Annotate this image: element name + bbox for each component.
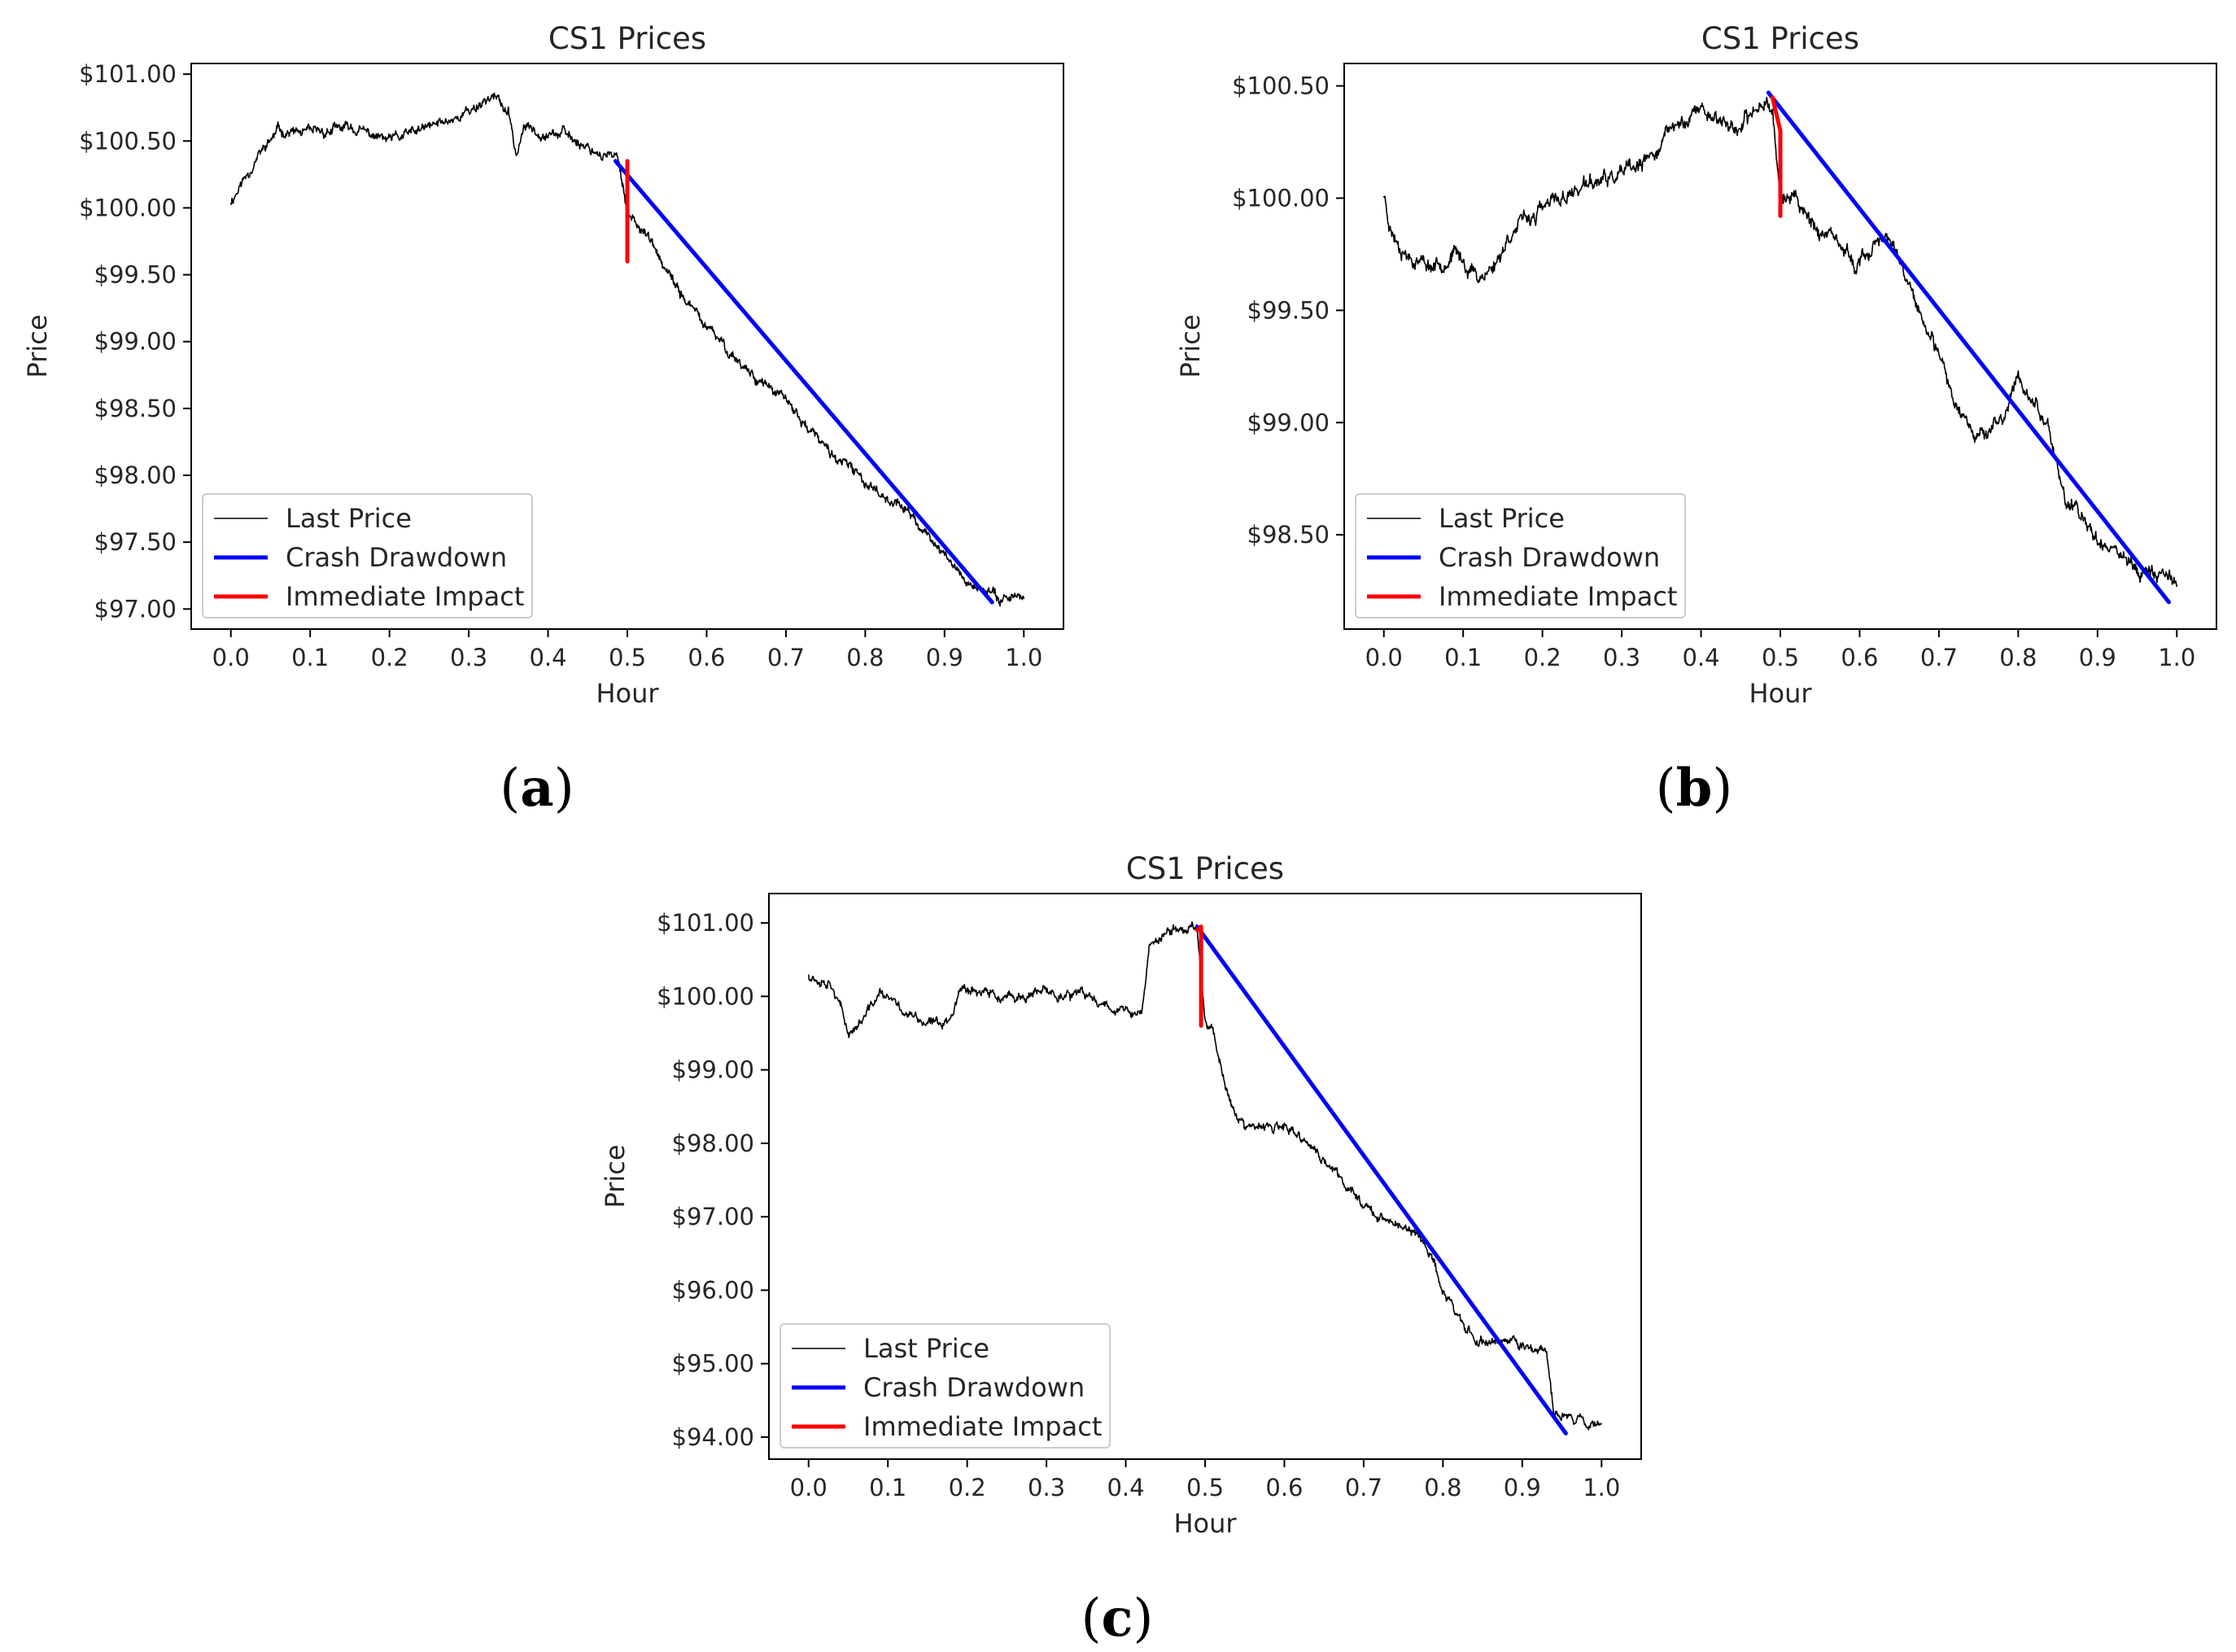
chart-title: CS1 Prices xyxy=(1126,851,1284,886)
legend-entry: Immediate Impact xyxy=(863,1411,1102,1442)
x-tick-label: 0.2 xyxy=(1524,644,1561,671)
x-tick-label: 0.1 xyxy=(291,644,329,671)
x-tick-label: 0.5 xyxy=(1186,1474,1224,1501)
subfigure-caption: (b) xyxy=(1656,758,1733,819)
x-tick-label: 0.8 xyxy=(846,644,884,671)
caption-letter: c xyxy=(1102,1588,1133,1649)
x-tick-label: 0.9 xyxy=(1504,1474,1541,1501)
x-tick-label: 0.3 xyxy=(1028,1474,1065,1501)
x-tick-label: 0.0 xyxy=(212,644,250,671)
series-line-crash-drawdown xyxy=(1766,90,2171,605)
series-line-immediate-impact xyxy=(1194,924,1203,1028)
legend-box xyxy=(780,1323,1111,1449)
y-tick-label: $98.00 xyxy=(672,1130,754,1157)
x-tick-label: 0.5 xyxy=(609,644,646,671)
legend-box xyxy=(202,493,533,618)
legend-entry: Last Price xyxy=(286,503,412,534)
series-line-immediate-impact xyxy=(1770,94,1783,218)
legend: Last Price Crash Drawdown Immediate Impact xyxy=(780,1323,1111,1449)
series-line-crash-drawdown xyxy=(1194,924,1568,1436)
legend-entry: Crash Drawdown xyxy=(1439,542,1660,573)
x-tick-label: 1.0 xyxy=(1005,644,1042,671)
x-axis-label: Hour xyxy=(1749,678,1812,709)
legend-entry: Crash Drawdown xyxy=(286,542,507,573)
x-tick-label: 0.5 xyxy=(1762,644,1799,671)
x-axis-label: Hour xyxy=(1173,1508,1237,1539)
x-tick-label: 0.6 xyxy=(688,644,725,671)
y-tick-label: $99.00 xyxy=(672,1056,754,1084)
legend: Last Price Crash Drawdown Immediate Impact xyxy=(1355,493,1686,618)
x-tick-label: 1.0 xyxy=(2158,644,2195,671)
x-tick-label: 0.4 xyxy=(1682,644,1719,671)
legend-entry: Immediate Impact xyxy=(286,581,524,612)
x-tick-label: 0.4 xyxy=(529,644,566,671)
y-axis-label: Price xyxy=(1175,314,1206,378)
x-tick-label: 0.1 xyxy=(869,1474,906,1501)
x-tick-label: 0.8 xyxy=(1424,1474,1461,1501)
x-tick-label: 0.6 xyxy=(1265,1474,1303,1501)
x-tick-label: 0.1 xyxy=(1444,644,1482,671)
y-tick-label: $98.50 xyxy=(94,395,177,422)
y-tick-label: $97.00 xyxy=(672,1203,754,1230)
y-tick-label: $97.00 xyxy=(94,595,177,623)
legend-entry: Last Price xyxy=(1439,503,1565,534)
y-tick-label: $95.00 xyxy=(672,1350,754,1378)
y-axis-label: Price xyxy=(22,314,53,378)
caption-letter: a xyxy=(520,758,553,819)
series-line-last-price xyxy=(807,921,1603,1431)
caption-letter: b xyxy=(1676,758,1713,819)
chart-b: CS1 Prices 0.0 0.1 0.2 0.3 0.4 0.5 0.6 0.7 0.8 0.9… xyxy=(1175,21,2217,819)
x-tick-label: 0.7 xyxy=(1920,644,1958,671)
y-tick-label: $99.50 xyxy=(1247,296,1330,324)
chart-title: CS1 Prices xyxy=(548,21,706,56)
x-tick-label: 1.0 xyxy=(1583,1474,1620,1501)
x-tick-label: 0.6 xyxy=(1841,644,1878,671)
y-tick-label: $100.50 xyxy=(79,127,177,155)
legend-box xyxy=(1355,493,1686,618)
chart-a: CS1 Prices 0.0 0.1 0.2 0.3 0.4 0.5 0.6 0.7 0.8 0.9… xyxy=(22,21,1064,819)
x-tick-label: 0.7 xyxy=(1345,1474,1382,1501)
y-tick-label: $94.00 xyxy=(672,1423,754,1451)
x-tick-label: 0.0 xyxy=(790,1474,828,1501)
legend-entry: Last Price xyxy=(863,1333,989,1364)
x-tick-label: 0.4 xyxy=(1107,1474,1144,1501)
y-tick-label: $100.50 xyxy=(1232,72,1330,100)
legend: Last Price Crash Drawdown Immediate Impact xyxy=(202,493,533,618)
y-tick-label: $101.00 xyxy=(79,60,177,88)
x-tick-label: 0.2 xyxy=(371,644,408,671)
chart-c: CS1 Prices 0.0 0.1 0.2 0.3 0.4 0.5 0.6 0.7 0.8 0.9… xyxy=(600,851,1642,1649)
y-tick-label: $96.00 xyxy=(672,1276,754,1304)
subfigure-caption: (c) xyxy=(1081,1588,1154,1649)
legend-entry: Immediate Impact xyxy=(1439,581,1677,612)
y-tick-label: $98.00 xyxy=(94,461,177,489)
y-tick-label: $99.50 xyxy=(94,261,177,289)
y-axis-label: Price xyxy=(600,1144,631,1208)
x-tick-label: 0.9 xyxy=(2079,644,2116,671)
x-tick-label: 0.2 xyxy=(949,1474,986,1501)
y-tick-label: $100.00 xyxy=(1232,184,1330,212)
y-tick-label: $100.00 xyxy=(657,982,754,1010)
subfigure-caption: (a) xyxy=(500,758,574,819)
x-tick-label: 0.0 xyxy=(1365,644,1403,671)
y-tick-label: $99.00 xyxy=(1247,409,1330,436)
x-axis-label: Hour xyxy=(596,678,659,709)
legend-entry: Crash Drawdown xyxy=(863,1372,1085,1403)
y-tick-label: $97.50 xyxy=(94,528,177,556)
x-tick-label: 0.8 xyxy=(1999,644,2037,671)
y-tick-label: $99.00 xyxy=(94,328,177,356)
x-tick-label: 0.3 xyxy=(450,644,487,671)
x-tick-label: 0.3 xyxy=(1603,644,1640,671)
y-tick-label: $101.00 xyxy=(657,909,754,937)
y-tick-label: $100.00 xyxy=(79,194,177,221)
y-tick-label: $98.50 xyxy=(1247,521,1330,548)
series-line-crash-drawdown xyxy=(613,159,994,605)
chart-title: CS1 Prices xyxy=(1701,21,1859,56)
x-tick-label: 0.7 xyxy=(767,644,805,671)
x-tick-label: 0.9 xyxy=(926,644,963,671)
